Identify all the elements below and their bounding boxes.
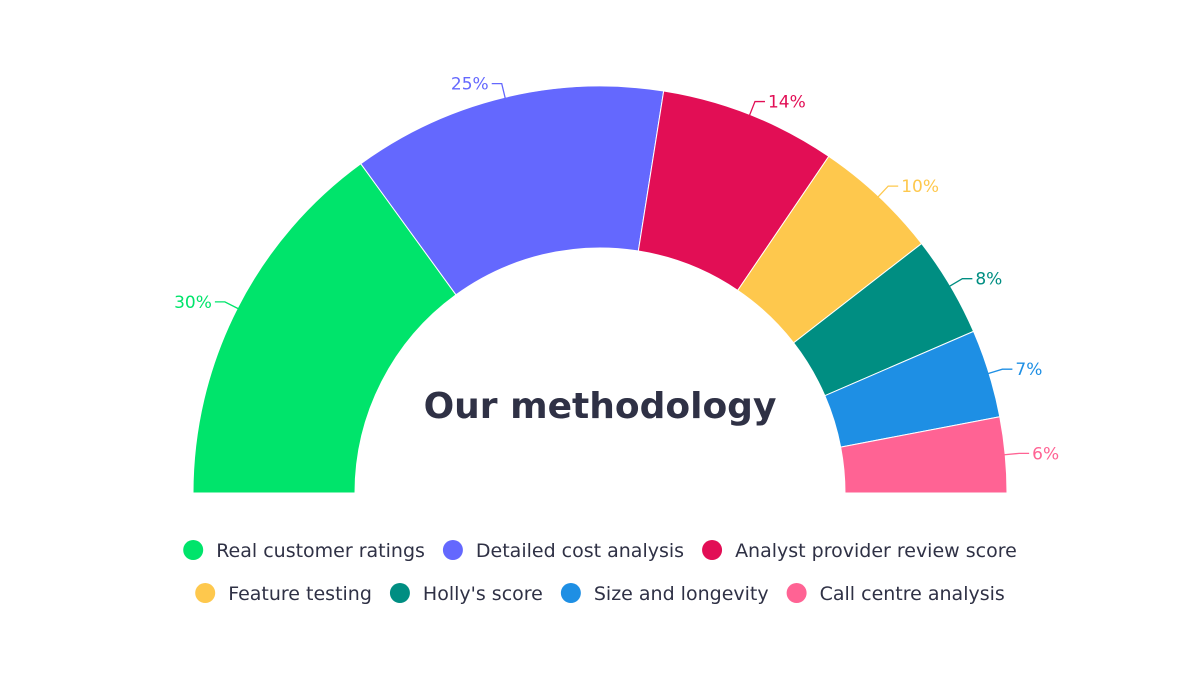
legend-swatch [389, 583, 410, 603]
data-label-detailed-cost-analysis: 25% [451, 75, 489, 95]
legend-label: Size and longevity [594, 583, 769, 605]
slices-layer [192, 85, 1008, 494]
leader-line-feature-testing [876, 185, 899, 199]
leader-line-analyst-provider-review-score [748, 100, 765, 117]
legend-item-call-centre-analysis: Call centre analysis [786, 583, 1005, 605]
leader-line-call-centre-analysis [1003, 452, 1030, 456]
legend-swatch [702, 540, 723, 560]
legend-item-holly-s-score: Holly's score [389, 583, 543, 605]
legend-swatch [442, 540, 463, 560]
legend-item-analyst-provider-review-score: Analyst provider review score [702, 540, 1017, 562]
legend-item-detailed-cost-analysis: Detailed cost analysis [442, 540, 684, 562]
legend-label: Feature testing [228, 583, 372, 605]
data-label-holly-s-score: 8% [975, 270, 1002, 290]
legend-label: Analyst provider review score [735, 540, 1017, 562]
legend-item-real-customer-ratings: Real customer ratings [183, 540, 425, 562]
legend-item-size-and-longevity: Size and longevity [560, 583, 769, 605]
slice-detailed-cost-analysis [360, 85, 665, 296]
leader-line-size-and-longevity [986, 368, 1013, 375]
data-label-analyst-provider-review-score: 14% [768, 93, 806, 113]
legend-swatch [195, 583, 216, 603]
leader-line-real-customer-ratings [214, 301, 240, 310]
data-label-real-customer-ratings: 30% [174, 293, 212, 313]
leader-line-holly-s-score [948, 278, 973, 288]
legend-label: Call centre analysis [820, 583, 1005, 605]
data-label-call-centre-analysis: 6% [1032, 444, 1059, 464]
legend-swatch [560, 583, 581, 603]
data-label-feature-testing: 10% [901, 177, 939, 197]
legend: Real customer ratings Detailed cost analy… [183, 540, 1017, 605]
slice-call-centre-analysis [840, 416, 1008, 494]
percent-labels-layer: 30% 25% 14% 10% 8% 7% 6% [174, 75, 1059, 465]
legend-label: Holly's score [423, 583, 543, 605]
data-label-size-and-longevity: 7% [1015, 360, 1042, 380]
legend-swatch [786, 583, 807, 603]
legend-label: Detailed cost analysis [476, 540, 684, 562]
legend-label: Real customer ratings [216, 540, 425, 562]
slice-real-customer-ratings [192, 163, 457, 494]
chart-title: Our methodology [424, 386, 777, 427]
leader-line-detailed-cost-analysis [491, 82, 507, 100]
legend-item-feature-testing: Feature testing [195, 583, 372, 605]
legend-swatch [183, 540, 204, 560]
